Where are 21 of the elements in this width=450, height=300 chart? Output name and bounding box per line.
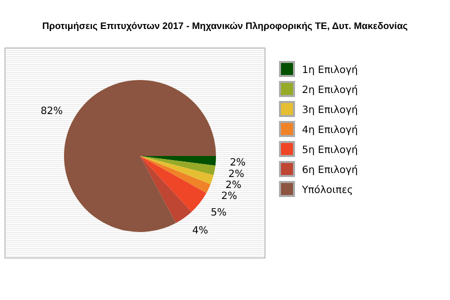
- data-label: 2%: [228, 169, 244, 180]
- legend-label: 6η Επιλογή: [302, 165, 358, 176]
- data-label: 4%: [192, 225, 208, 236]
- pie-slice: [140, 156, 216, 166]
- chart-title: Προτιμήσεις Επιτυχόντων 2017 - Μηχανικών Πληροφορικής ΤΕ, Δυτ. Μακεδονίας: [42, 21, 408, 32]
- data-label: 2%: [226, 180, 242, 192]
- data-label: 2%: [230, 158, 246, 169]
- data-label: 82%: [40, 106, 63, 117]
- data-label: 5%: [210, 208, 227, 219]
- legend-label: 5η Επιλογή: [302, 145, 358, 156]
- pie-slice: [140, 156, 206, 212]
- legend-label: Υπόλοιπες: [301, 185, 353, 196]
- pie-slice: [140, 156, 214, 184]
- legend-label: 1η Επιλογή: [302, 65, 358, 76]
- legend-label: 2η Επιλογή: [302, 85, 358, 96]
- legend-label: 4η Επιλογή: [302, 125, 358, 136]
- data-label: 2%: [221, 191, 238, 202]
- pie-slice: [140, 156, 192, 223]
- pie-slice: [140, 156, 211, 193]
- legend-label: 3η Επιλογή: [302, 105, 358, 116]
- pie-slice: [140, 156, 216, 176]
